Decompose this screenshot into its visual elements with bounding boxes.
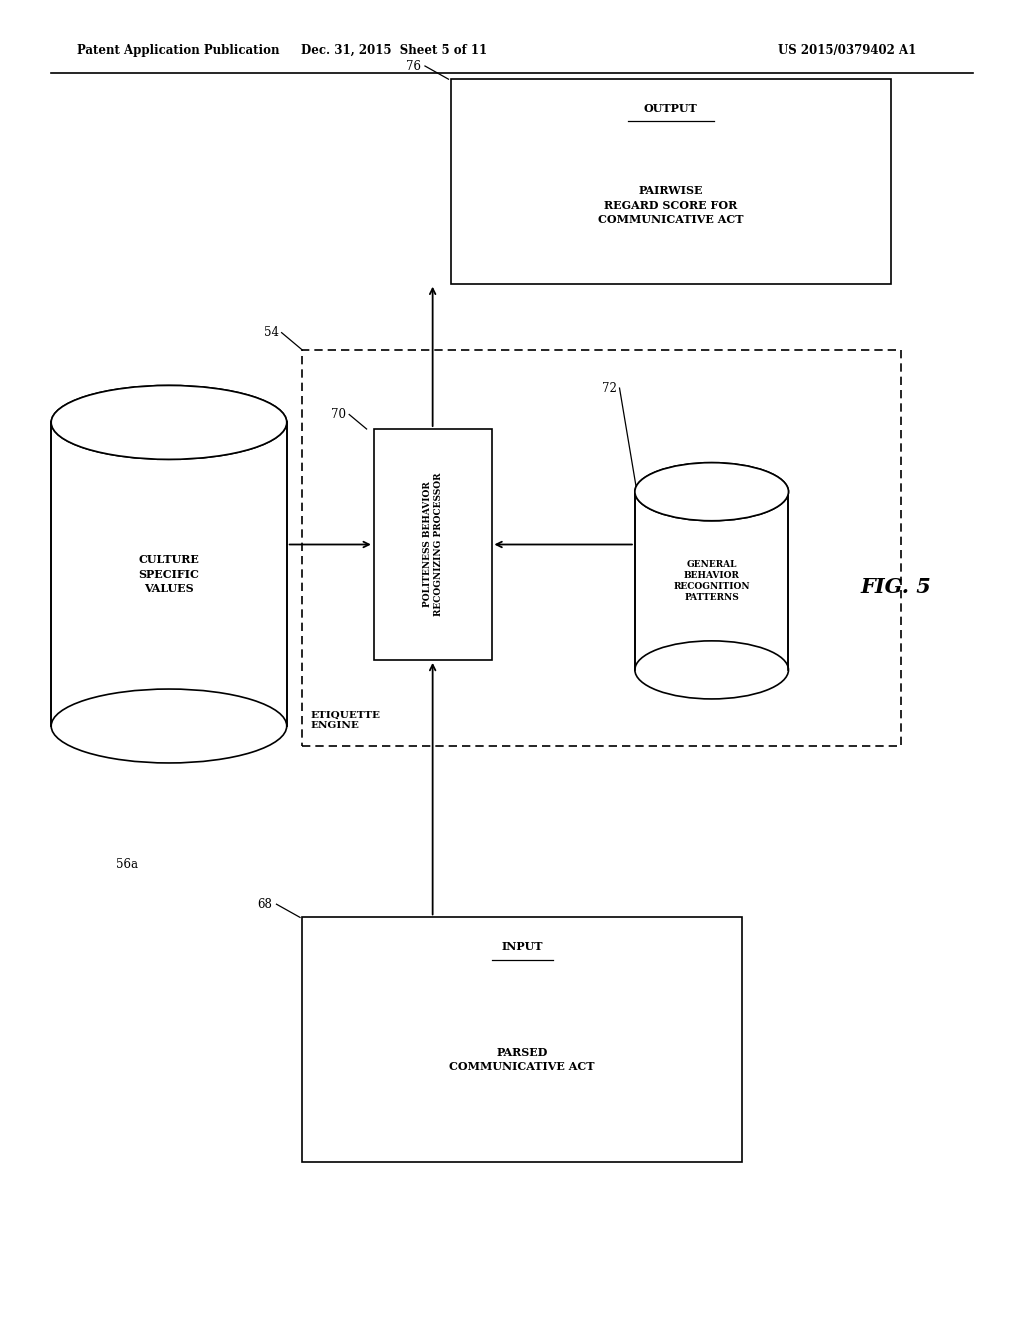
Text: 76: 76 — [406, 59, 421, 73]
Bar — [51, 422, 287, 726]
Bar — [635, 491, 788, 671]
Text: 54: 54 — [263, 326, 279, 339]
Text: OUTPUT: OUTPUT — [644, 103, 697, 114]
Ellipse shape — [635, 642, 788, 700]
Text: Dec. 31, 2015  Sheet 5 of 11: Dec. 31, 2015 Sheet 5 of 11 — [301, 44, 487, 57]
Bar — [302, 350, 901, 746]
Ellipse shape — [51, 385, 287, 459]
Ellipse shape — [51, 689, 287, 763]
Bar — [635, 491, 788, 671]
Bar — [451, 79, 891, 284]
Ellipse shape — [51, 385, 287, 459]
Ellipse shape — [635, 462, 788, 520]
Text: US 2015/0379402 A1: US 2015/0379402 A1 — [778, 44, 916, 57]
Text: CULTURE
SPECIFIC
VALUES: CULTURE SPECIFIC VALUES — [138, 554, 200, 594]
Text: ETIQUETTE
ENGINE: ETIQUETTE ENGINE — [310, 710, 380, 730]
Text: POLITENESS BEHAVIOR
RECOGNIZING PROCESSOR: POLITENESS BEHAVIOR RECOGNIZING PROCESSO… — [423, 473, 442, 616]
Text: GENERAL
BEHAVIOR
RECOGNITION
PATTERNS: GENERAL BEHAVIOR RECOGNITION PATTERNS — [674, 560, 750, 602]
Text: 56a: 56a — [116, 858, 137, 871]
Text: Patent Application Publication: Patent Application Publication — [77, 44, 280, 57]
Text: 70: 70 — [331, 408, 346, 421]
Text: FIG. 5: FIG. 5 — [860, 577, 932, 598]
Text: PAIRWISE
REGARD SCORE FOR
COMMUNICATIVE ACT: PAIRWISE REGARD SCORE FOR COMMUNICATIVE … — [598, 185, 743, 226]
Ellipse shape — [635, 462, 788, 520]
Text: INPUT: INPUT — [502, 941, 543, 952]
Bar — [374, 429, 492, 660]
Text: PARSED
COMMUNICATIVE ACT: PARSED COMMUNICATIVE ACT — [450, 1047, 595, 1072]
Text: 68: 68 — [257, 898, 272, 911]
Text: 72: 72 — [601, 381, 616, 395]
Bar — [302, 917, 742, 1162]
Bar — [51, 422, 287, 726]
